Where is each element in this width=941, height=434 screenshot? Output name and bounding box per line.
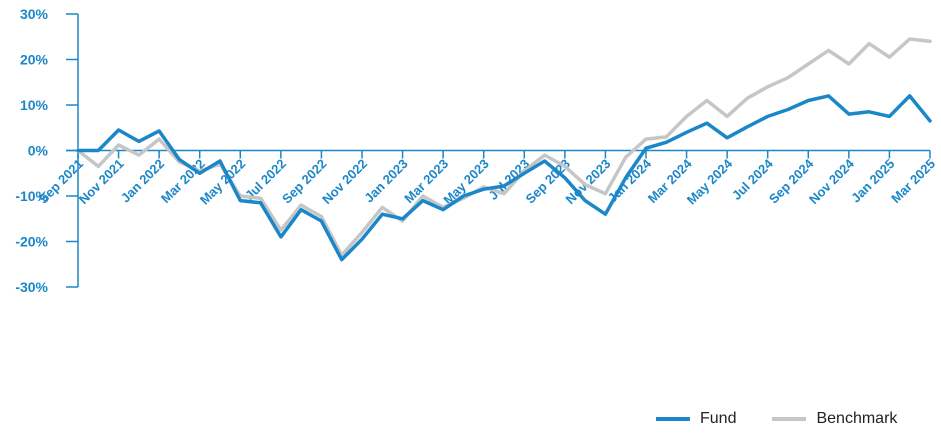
benchmark-line — [76, 37, 932, 257]
y-tick-label: 30% — [20, 6, 49, 22]
legend-swatch-fund — [656, 417, 690, 421]
y-tick-label: -10% — [15, 188, 48, 204]
y-tick-label: 10% — [20, 97, 49, 113]
chart-legend: Fund Benchmark — [656, 410, 897, 428]
legend-label-fund: Fund — [700, 410, 737, 427]
fund-line — [76, 94, 932, 262]
x-tick-label: May 2024 — [684, 155, 736, 207]
legend-label-benchmark: Benchmark — [816, 410, 898, 427]
y-tick-label: 20% — [20, 52, 49, 68]
x-tick-label: Nov 2024 — [806, 155, 858, 207]
legend-item-benchmark[interactable]: Benchmark — [772, 410, 897, 428]
y-tick-label: -20% — [15, 234, 48, 250]
legend-item-fund[interactable]: Fund — [656, 410, 736, 428]
y-tick-label: -30% — [15, 279, 48, 295]
x-tick-label: Mar 2025 — [888, 156, 938, 206]
x-tick-label: Nov 2022 — [319, 156, 370, 207]
legend-swatch-benchmark — [772, 417, 807, 421]
y-tick-label: 0% — [28, 143, 49, 159]
